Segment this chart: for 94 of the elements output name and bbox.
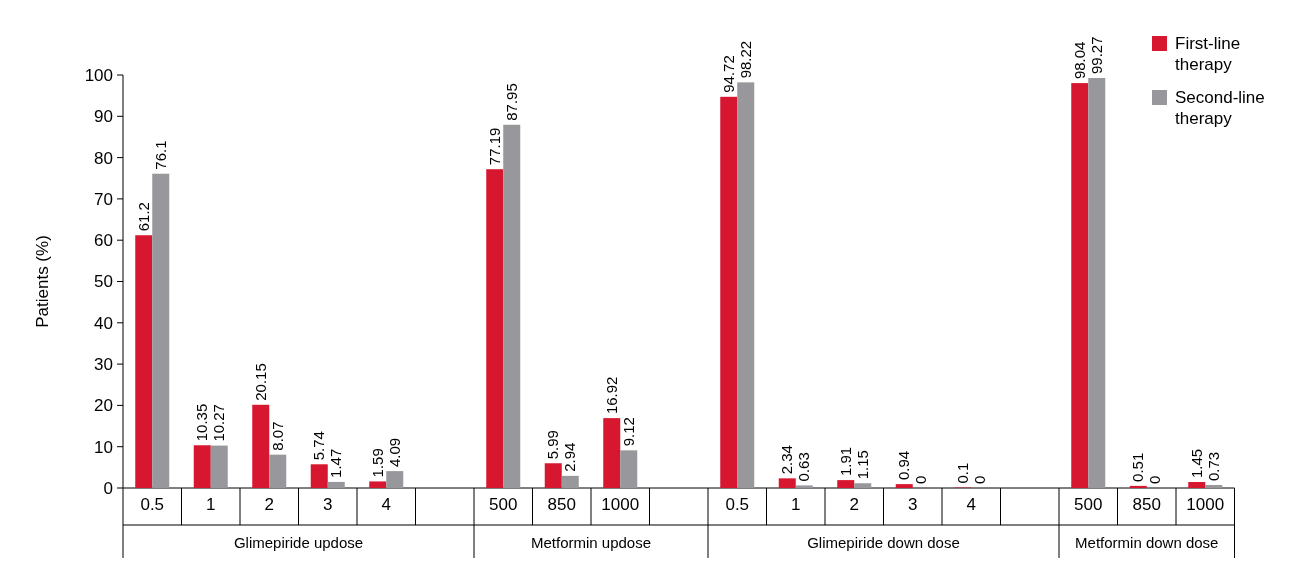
bar xyxy=(252,404,270,488)
data-label: 1.59 xyxy=(368,448,386,478)
x-tick-label: 3 xyxy=(323,495,333,514)
x-tick-label: 500 xyxy=(1074,495,1103,514)
bar xyxy=(369,481,387,488)
bar xyxy=(720,96,738,488)
bar xyxy=(269,454,287,488)
x-tick-label: 500 xyxy=(489,495,518,514)
data-label: 1.47 xyxy=(327,448,345,478)
bar xyxy=(386,471,404,488)
text: Glimepiride updose xyxy=(233,534,364,551)
x-tick-label: 0.5 xyxy=(140,495,165,514)
x-tick-label: 1 xyxy=(791,495,801,514)
y-tick-label: 90 xyxy=(94,107,113,127)
y-tick-label: 0 xyxy=(103,478,113,498)
data-label: 10.27 xyxy=(210,404,228,442)
x-tick-label: 1000 xyxy=(601,495,640,514)
data-label: 2.34 xyxy=(778,445,796,475)
bar xyxy=(795,485,813,488)
bar xyxy=(1205,484,1223,488)
data-label: 61.2 xyxy=(134,202,152,232)
x-tick-label: 850 xyxy=(547,495,576,514)
data-label: 98.04 xyxy=(1070,41,1088,80)
data-label: 0 xyxy=(970,475,988,484)
x-tick-label: 0.5 xyxy=(725,495,750,514)
y-tick-label: 30 xyxy=(94,355,113,375)
data-label: 4.09 xyxy=(385,437,403,468)
bar xyxy=(1071,83,1089,488)
data-label: 94.72 xyxy=(719,55,737,93)
x-tick-label: 4 xyxy=(966,495,976,514)
bar xyxy=(895,484,913,488)
data-label: 9.12 xyxy=(619,417,637,447)
bar xyxy=(561,475,579,488)
data-label: 0 xyxy=(1146,475,1164,484)
bar xyxy=(1088,78,1106,488)
data-label: 1.15 xyxy=(853,450,871,480)
data-label: 77.19 xyxy=(485,127,503,166)
bar xyxy=(837,480,855,488)
text: Metformin down dose xyxy=(1075,534,1219,551)
bar xyxy=(1129,485,1147,488)
bar xyxy=(737,82,755,488)
x-tick-label: 2 xyxy=(264,495,274,514)
data-label: 87.95 xyxy=(502,83,520,121)
y-tick-label: 60 xyxy=(94,231,113,251)
y-axis-title: Patients (%) xyxy=(33,235,52,328)
data-label: 0.73 xyxy=(1204,451,1222,481)
data-label: 2.94 xyxy=(561,442,579,472)
data-label: 0.94 xyxy=(895,450,913,481)
bar xyxy=(310,464,328,488)
y-tick-label: 20 xyxy=(94,396,113,416)
bar xyxy=(620,450,638,488)
y-tick-label: 100 xyxy=(84,65,113,85)
data-label: 8.07 xyxy=(268,421,286,451)
text: Glimepiride down dose xyxy=(807,534,960,551)
x-tick-label: 3 xyxy=(908,495,918,514)
data-label: 16.92 xyxy=(602,376,620,415)
bar xyxy=(544,463,562,488)
data-label: 5.99 xyxy=(544,430,562,460)
y-tick-label: 70 xyxy=(94,189,113,209)
x-tick-label: 850 xyxy=(1132,495,1161,514)
text: Metformin updose xyxy=(530,534,652,551)
bar xyxy=(778,478,796,488)
data-label: 0.51 xyxy=(1129,452,1147,482)
bar xyxy=(135,235,153,488)
data-label: 0.63 xyxy=(795,452,813,482)
y-tick-label: 80 xyxy=(94,148,113,168)
bar xyxy=(503,124,521,488)
x-tick-label: 2 xyxy=(849,495,859,514)
y-tick-label: 10 xyxy=(94,437,113,457)
data-label: 0.1 xyxy=(953,462,971,484)
bar xyxy=(603,418,621,488)
data-label: 1.91 xyxy=(836,446,854,477)
bar xyxy=(193,445,211,488)
bar xyxy=(210,445,228,488)
data-label: 5.74 xyxy=(310,431,328,461)
bar xyxy=(486,169,504,488)
bar xyxy=(327,481,345,488)
data-label: 98.22 xyxy=(736,40,754,79)
y-tick-label: 50 xyxy=(94,272,113,292)
bar xyxy=(152,173,170,488)
bar xyxy=(1188,482,1206,488)
data-label: 0 xyxy=(912,475,930,484)
bar xyxy=(854,483,872,488)
x-tick-label: 1000 xyxy=(1186,495,1225,514)
legend-label: First-line therapy xyxy=(1175,34,1241,74)
data-label: 20.15 xyxy=(251,363,269,401)
data-label: 10.35 xyxy=(193,403,211,442)
x-tick-label: 4 xyxy=(381,495,391,514)
data-label: 1.45 xyxy=(1187,448,1205,479)
legend-label: Second-line therapy xyxy=(1175,88,1265,128)
data-label: 76.1 xyxy=(151,140,169,170)
data-label: 99.27 xyxy=(1087,36,1105,75)
x-tick-label: 1 xyxy=(206,495,216,514)
y-tick-label: 40 xyxy=(94,313,113,333)
